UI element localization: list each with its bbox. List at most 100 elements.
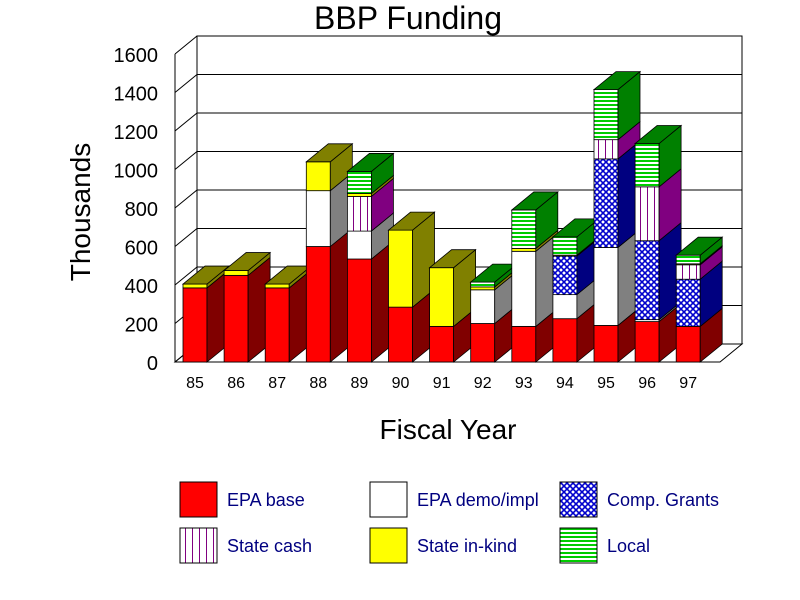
- bar-segment-epa-base: [305, 246, 331, 363]
- legend-item: EPA demo/impl: [369, 481, 539, 518]
- bar-segment-local: [593, 89, 619, 141]
- x-tick-label: 87: [268, 375, 286, 392]
- bar-segment-local: [511, 209, 537, 249]
- bar-segment-epa-base: [182, 287, 208, 363]
- bar-top: [633, 125, 683, 144]
- y-tick-label: 600: [125, 238, 158, 260]
- chart-bars: [181, 70, 724, 363]
- bar-top: [510, 191, 559, 211]
- bar-segment-epa-demo: [305, 190, 331, 247]
- x-tick-label: 91: [433, 375, 451, 392]
- bar-segment-epa-base: [634, 321, 660, 363]
- x-tick-label: 90: [392, 375, 410, 392]
- legend-swatch: [369, 481, 408, 518]
- bar-top: [222, 252, 272, 271]
- bar-segment-epa-demo: [552, 294, 578, 320]
- gridline-side: [174, 189, 198, 209]
- x-tick-label: 97: [679, 375, 697, 392]
- bar-segment-state-cash: [346, 196, 372, 232]
- bar-segment-epa-demo: [593, 247, 619, 326]
- bar-segment-epa-base: [552, 318, 578, 363]
- bar-segment-epa-base: [429, 325, 455, 363]
- x-tick-label: 96: [638, 375, 656, 392]
- bar-segment-local: [552, 236, 578, 256]
- legend-swatch: [559, 527, 598, 564]
- chart-title: BBP Funding: [314, 0, 502, 36]
- legend-label: EPA base: [227, 490, 305, 510]
- gridline-side: [174, 228, 198, 247]
- bar-segment-epa-demo: [470, 289, 496, 324]
- y-tick-label: 1200: [114, 122, 159, 144]
- bar-segment-comp-grants: [552, 255, 578, 296]
- y-tick-label: 1000: [114, 161, 159, 183]
- bar-segment-epa-base: [346, 258, 372, 363]
- bar-top: [592, 71, 642, 91]
- bar-segment-comp-grants: [634, 240, 660, 321]
- x-tick-label: 93: [515, 375, 533, 392]
- bar-segment-local: [675, 254, 701, 265]
- legend-item: State cash: [179, 527, 312, 564]
- bar-segment-state-inkind: [511, 248, 537, 252]
- chart-labels: 0 200 400 600 800 1000 1200 1400 1600 85 86 87 88 89 9…: [114, 45, 698, 392]
- legend-swatch: [369, 527, 408, 564]
- chart-legend: EPA base EPA demo/impl Comp. Grants State c…: [179, 481, 719, 564]
- legend-label: State cash: [227, 536, 312, 556]
- bar-segment-epa-base: [511, 325, 537, 363]
- bar-segment-state-inkind: [305, 161, 331, 192]
- gridline-side: [174, 112, 198, 132]
- y-tick-label: 1600: [114, 45, 159, 67]
- legend-label: State in-kind: [417, 536, 517, 556]
- bar-segment-state-inkind: [470, 286, 496, 291]
- bar-segment-local: [470, 281, 496, 288]
- bar-segment-epa-base: [675, 325, 701, 363]
- bar-segment-state-inkind: [264, 283, 290, 289]
- legend-label: Comp. Grants: [607, 490, 719, 510]
- y-tick-label: 400: [125, 276, 158, 298]
- legend-swatch: [559, 481, 598, 518]
- bar-segment-epa-demo: [511, 250, 537, 327]
- x-tick-label: 86: [227, 375, 245, 392]
- legend-item: Comp. Grants: [559, 481, 719, 518]
- y-axis-label: Thousands: [65, 143, 96, 282]
- y-tick-label: 0: [147, 353, 158, 375]
- bar-top: [346, 153, 395, 172]
- bar-top: [428, 249, 477, 269]
- bar-segment-epa-demo: [346, 230, 372, 260]
- bar-segment-state-inkind: [388, 229, 413, 308]
- legend-swatch: [179, 481, 218, 518]
- bar-top: [387, 211, 436, 231]
- x-tick-label: 88: [309, 375, 327, 392]
- gridline-side: [174, 74, 198, 93]
- y-tick-label: 800: [125, 199, 158, 221]
- gridline-side: [174, 35, 198, 55]
- gridline-side: [174, 266, 198, 286]
- bar-segment-state-inkind: [429, 267, 455, 327]
- bar-segment-state-cash: [593, 139, 619, 160]
- legend-label: EPA demo/impl: [417, 490, 539, 510]
- bar-segment-epa-base: [388, 306, 413, 363]
- legend-label: Local: [607, 536, 650, 556]
- bar-segment-state-inkind: [182, 283, 208, 289]
- bar-segment-comp-grants: [593, 158, 619, 248]
- bar-segment-state-cash: [675, 264, 701, 280]
- x-tick-label: 95: [597, 375, 615, 392]
- bar-segment-epa-base: [470, 323, 496, 363]
- gridline-side: [174, 151, 198, 170]
- x-tick-label: 89: [351, 375, 369, 392]
- legend-item: State in-kind: [369, 527, 517, 564]
- x-tick-label: 85: [186, 375, 204, 392]
- bar-segment-state-cash: [634, 186, 660, 242]
- legend-item: EPA base: [179, 481, 305, 518]
- legend-item: Local: [559, 527, 650, 564]
- bar-segment-epa-base: [593, 325, 619, 363]
- bar-segment-epa-base: [223, 274, 249, 363]
- x-axis-label: Fiscal Year: [380, 414, 517, 445]
- x-tick-label: 92: [474, 375, 492, 392]
- bar-segment-epa-base: [264, 287, 290, 363]
- bar-top: [305, 143, 354, 163]
- bar-segment-state-inkind: [346, 193, 372, 197]
- y-tick-label: 200: [125, 315, 158, 337]
- bar-segment-local: [634, 143, 660, 188]
